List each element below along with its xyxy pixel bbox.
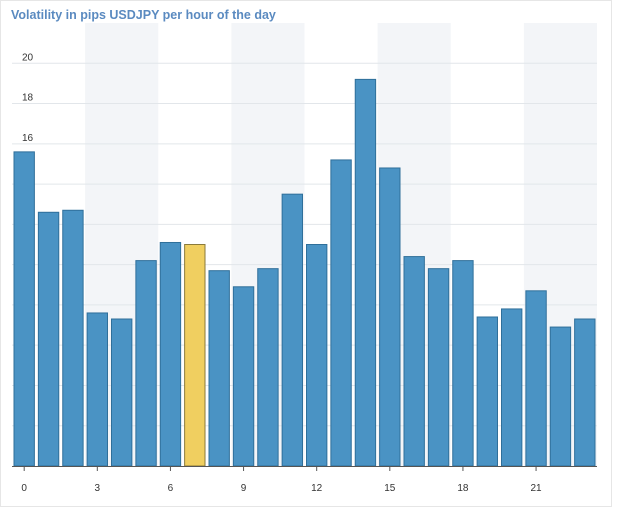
bar <box>525 290 547 467</box>
bar <box>452 260 474 467</box>
x-tick-label: 15 <box>384 483 396 494</box>
bar <box>403 256 425 467</box>
bar <box>354 78 377 467</box>
x-tick-label: 9 <box>241 483 247 494</box>
bar <box>379 167 401 467</box>
chart-panel: Volatility in pips USDJPY per hour of th… <box>0 0 612 507</box>
x-tick-label: 18 <box>457 483 469 494</box>
bar <box>427 268 450 467</box>
x-tick-label: 0 <box>21 483 27 494</box>
bar <box>86 312 108 467</box>
bar <box>330 159 352 467</box>
x-tick-label: 12 <box>311 483 323 494</box>
bar <box>574 318 596 467</box>
bar-chart: 02468101214161820036912151821 <box>12 23 597 494</box>
bar <box>549 326 572 467</box>
bar <box>135 260 157 467</box>
bar <box>111 318 133 467</box>
chart-title: Volatility in pips USDJPY per hour of th… <box>11 8 276 22</box>
bar <box>232 286 255 467</box>
bar <box>281 193 303 467</box>
bar <box>501 308 523 467</box>
bar <box>306 244 328 467</box>
y-tick-label: 18 <box>22 93 34 104</box>
x-tick-label: 3 <box>95 483 101 494</box>
bar <box>476 316 498 467</box>
bar <box>13 151 35 467</box>
bar <box>159 241 182 467</box>
bar <box>257 268 279 467</box>
y-tick-label: 16 <box>22 133 34 144</box>
bar-highlighted <box>184 244 206 467</box>
bar <box>62 209 84 467</box>
y-tick-label: 20 <box>22 52 34 63</box>
x-tick-label: 6 <box>168 483 174 494</box>
bar <box>208 270 230 467</box>
x-tick-label: 21 <box>531 483 543 494</box>
bar <box>37 211 60 467</box>
